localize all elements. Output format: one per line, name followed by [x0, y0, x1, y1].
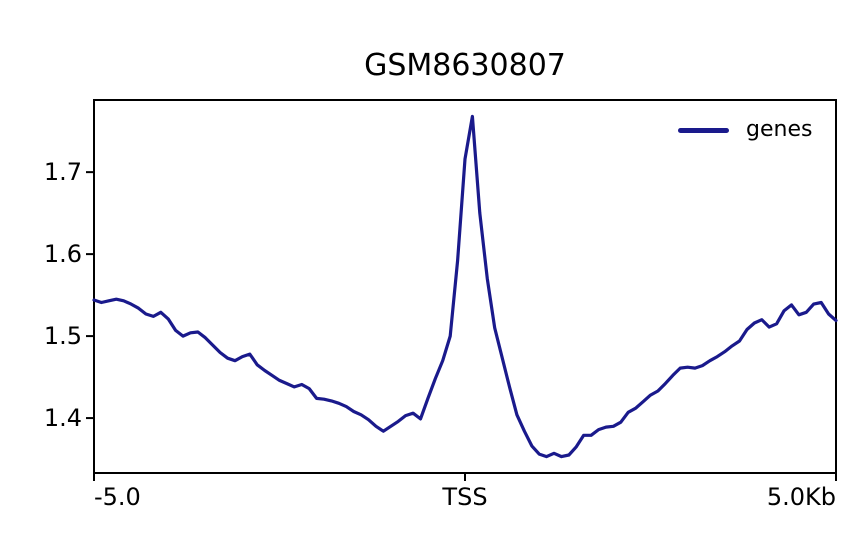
y-tick-label: 1.7 — [43, 158, 82, 187]
legend-label: genes — [746, 117, 813, 142]
plot-border — [93, 99, 837, 474]
chart-title: GSM8630807 — [364, 48, 566, 83]
x-tick-label: TSS — [442, 483, 488, 511]
tick-marks — [86, 171, 837, 481]
x-tick-label: -5.0 — [94, 483, 141, 511]
x-tick-label: 5.0Kb — [766, 483, 836, 511]
y-tick-label: 1.4 — [43, 404, 82, 433]
legend: genes — [678, 116, 812, 144]
y-tick-label: 1.6 — [43, 240, 82, 269]
genes-profile-line — [92, 114, 838, 459]
legend-line-swatch — [678, 127, 729, 133]
y-tick-label: 1.5 — [43, 322, 82, 351]
